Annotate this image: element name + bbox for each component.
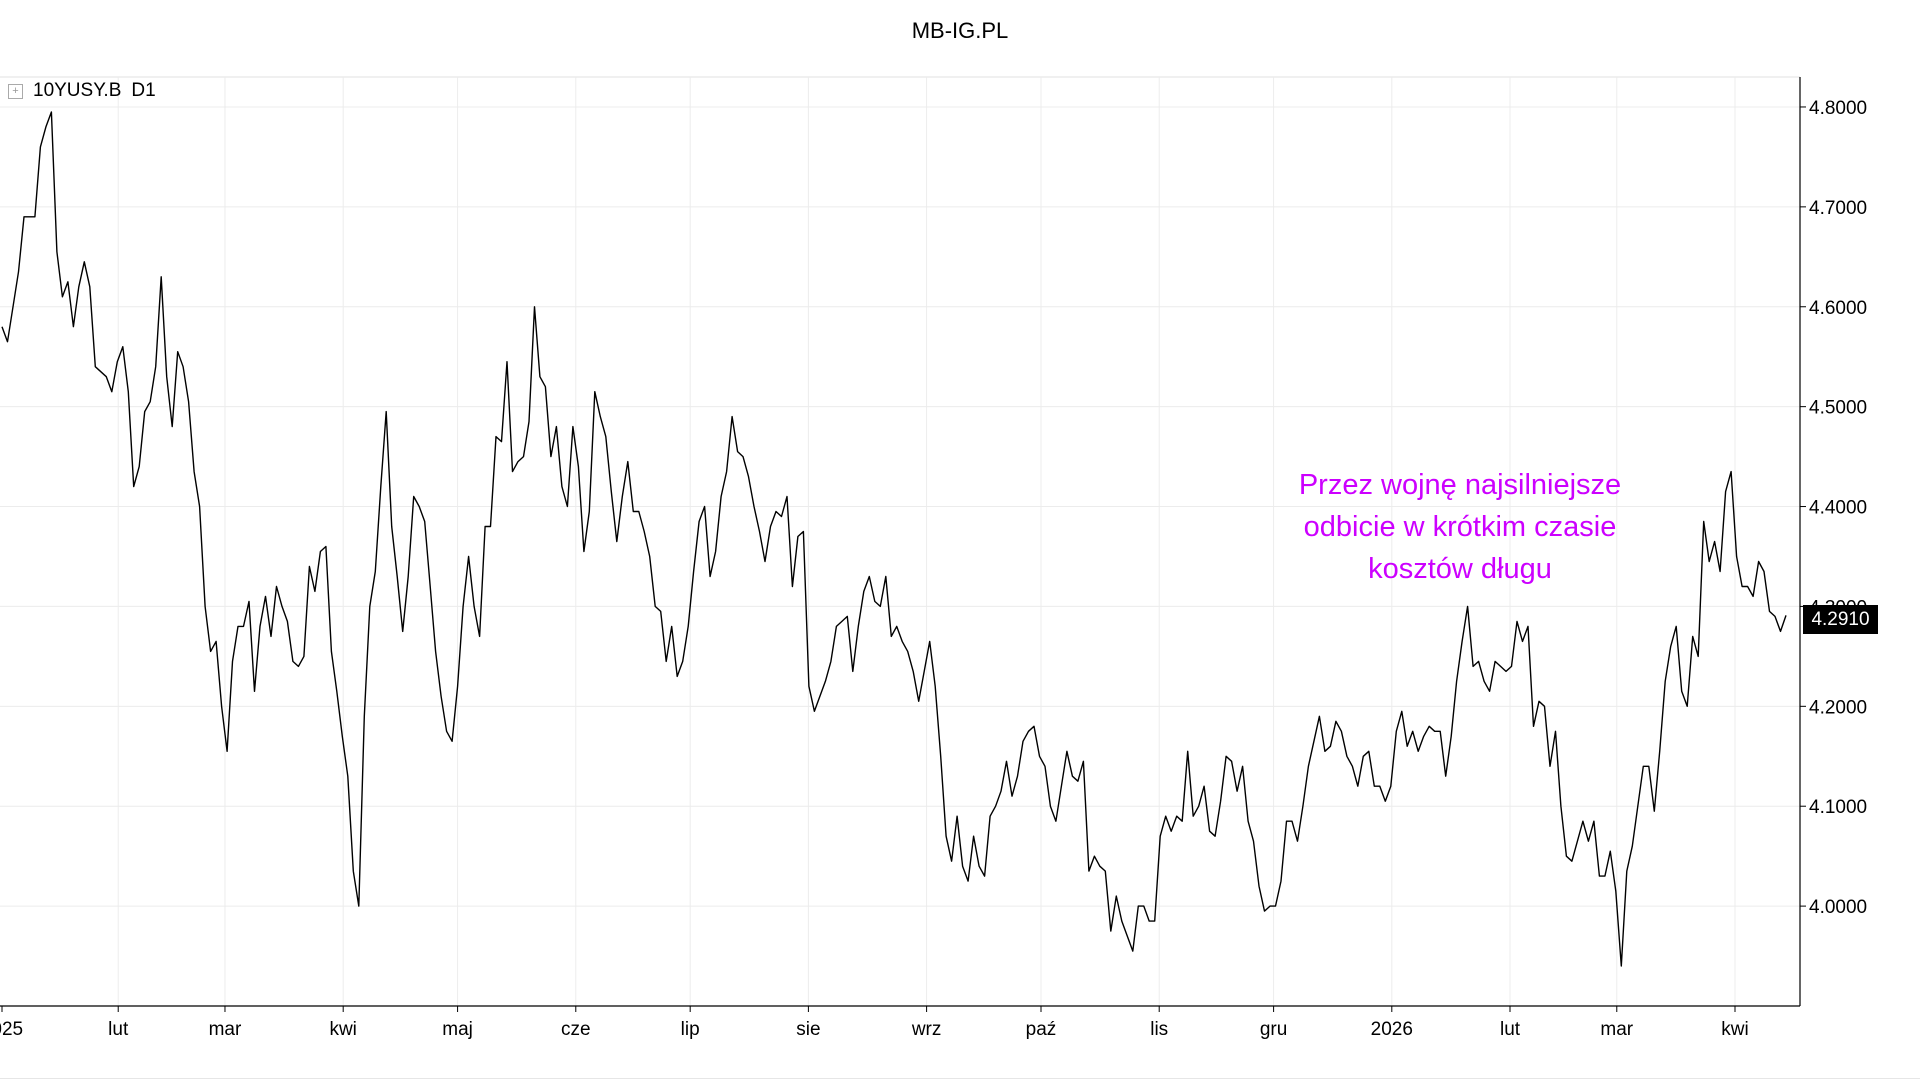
x-tick-label: sie: [796, 1019, 820, 1040]
y-tick-label: 4.0000: [1809, 897, 1867, 918]
y-tick-label: 4.4000: [1809, 498, 1867, 519]
y-tick-label: 4.6000: [1809, 298, 1867, 319]
y-tick-label: 4.7000: [1809, 198, 1867, 219]
y-tick-label: 4.8000: [1809, 98, 1867, 119]
x-tick-label: cze: [561, 1019, 591, 1040]
annotation-line: odbicie w krótkim czasie: [1303, 511, 1617, 543]
x-tick-label: gru: [1260, 1019, 1287, 1040]
chart-annotation: Przez wojnę najsilniejsze odbicie w krót…: [1255, 464, 1665, 590]
x-tick-label: lip: [681, 1019, 700, 1040]
x-tick-label: 2025: [0, 1019, 23, 1040]
symbol-label: 10YUSY.B: [33, 80, 122, 101]
x-tick-label: lis: [1150, 1019, 1168, 1040]
bottom-divider: [0, 1078, 1920, 1079]
x-tick-label: wrz: [911, 1019, 942, 1040]
x-tick-label: mar: [1600, 1019, 1633, 1040]
page-title: MB-IG.PL: [911, 18, 1009, 43]
x-tick-label: lut: [108, 1019, 129, 1040]
last-price-badge: 4.2910: [1803, 605, 1878, 634]
x-tick-label: kwi: [329, 1019, 356, 1040]
y-tick-label: 4.2000: [1809, 697, 1867, 718]
y-tick-label: 4.1000: [1809, 797, 1867, 818]
annotation-line: Przez wojnę najsilniejsze: [1298, 469, 1622, 501]
x-tick-label: lut: [1500, 1019, 1521, 1040]
x-tick-label: maj: [442, 1019, 473, 1040]
y-tick-layer: 4.80004.70004.60004.50004.40004.30004.20…: [1800, 98, 1867, 918]
chart-legend: + 10YUSY.B D1: [8, 80, 156, 102]
series-layer: [1, 111, 1787, 967]
timeframe-label: D1: [131, 80, 156, 101]
x-tick-label: kwi: [1721, 1019, 1748, 1040]
axis-layer: [0, 77, 1801, 1007]
price-line: [1, 111, 1787, 967]
annotation-line: kosztów długu: [1368, 553, 1552, 585]
x-tick-label: paź: [1026, 1019, 1057, 1040]
expand-icon[interactable]: +: [8, 83, 23, 99]
x-tick-label: mar: [209, 1019, 242, 1040]
x-tick-layer: 2025 lut mar kwi maj cze lip sie wrz paź lis gru 202…: [0, 1006, 1749, 1040]
y-tick-label: 4.5000: [1809, 398, 1867, 419]
x-tick-label: 2026: [1371, 1019, 1413, 1040]
